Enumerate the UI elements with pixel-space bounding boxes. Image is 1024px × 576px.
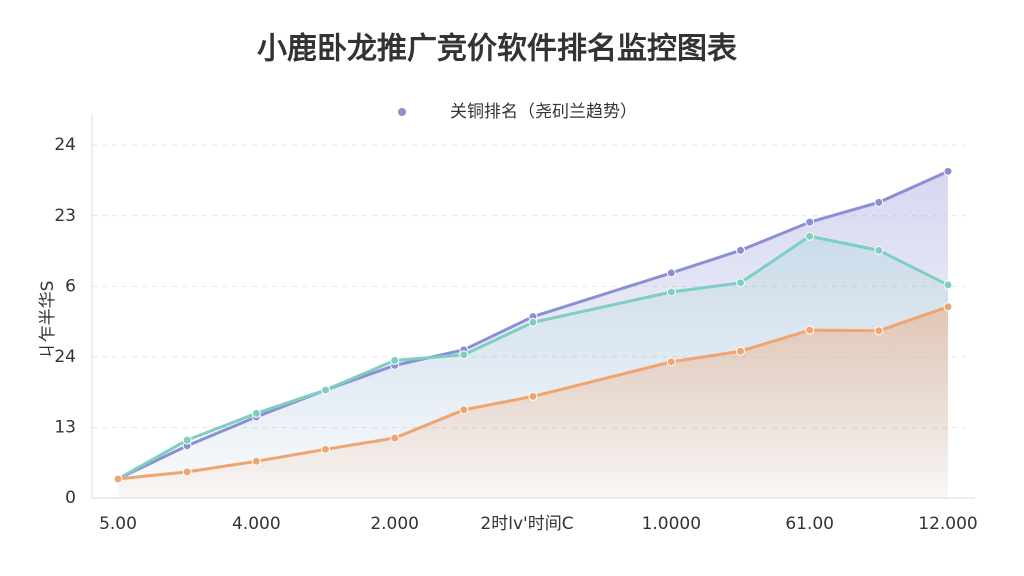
y-tick-label: 13 (54, 417, 76, 437)
x-tick-label: 5.00 (99, 514, 137, 534)
y-axis-label: ㄐ乍半华S (38, 281, 58, 360)
point (943, 166, 953, 176)
point (943, 302, 953, 312)
point (943, 280, 953, 290)
point (390, 433, 400, 443)
point (251, 456, 261, 466)
point (182, 435, 192, 445)
x-tick-label: 1.0000 (642, 514, 701, 534)
legend-label: 关铜排名（尧矵兰趋势） (450, 102, 637, 122)
point (321, 444, 330, 454)
point (459, 405, 469, 415)
point (528, 317, 538, 327)
y-tick-label: 23 (54, 206, 76, 226)
point (874, 197, 884, 207)
line (117, 169, 949, 481)
point (459, 350, 469, 360)
point (736, 346, 745, 356)
line (117, 234, 949, 481)
x-tick-label: 2.000 (370, 514, 419, 534)
legend-marker (398, 108, 406, 116)
point (528, 391, 538, 401)
x-tick-label: 4.000 (232, 514, 281, 534)
x-tick-label: 61.00 (785, 514, 834, 534)
point (666, 268, 676, 278)
y-tick-label: 24 (54, 347, 76, 367)
point (321, 385, 330, 395)
point (874, 245, 884, 255)
point (251, 408, 261, 418)
point (805, 217, 815, 227)
point (666, 357, 676, 367)
point (805, 231, 815, 241)
point (182, 467, 192, 477)
chart-title: 小鹿卧龙推广竞价软件排名监控图表 (257, 32, 737, 67)
point (390, 355, 400, 365)
point (874, 326, 884, 336)
point (736, 278, 745, 288)
point (666, 287, 676, 297)
x-tick-label: 12.000 (918, 514, 977, 534)
x-axis-label: 2时lv'时间C (480, 514, 573, 534)
point (805, 325, 815, 335)
point (736, 245, 745, 255)
y-tick-label: 24 (54, 135, 76, 155)
y-tick-label: 0 (65, 488, 76, 508)
point (113, 474, 123, 484)
y-tick-label: 6 (65, 276, 76, 296)
line (117, 305, 949, 481)
